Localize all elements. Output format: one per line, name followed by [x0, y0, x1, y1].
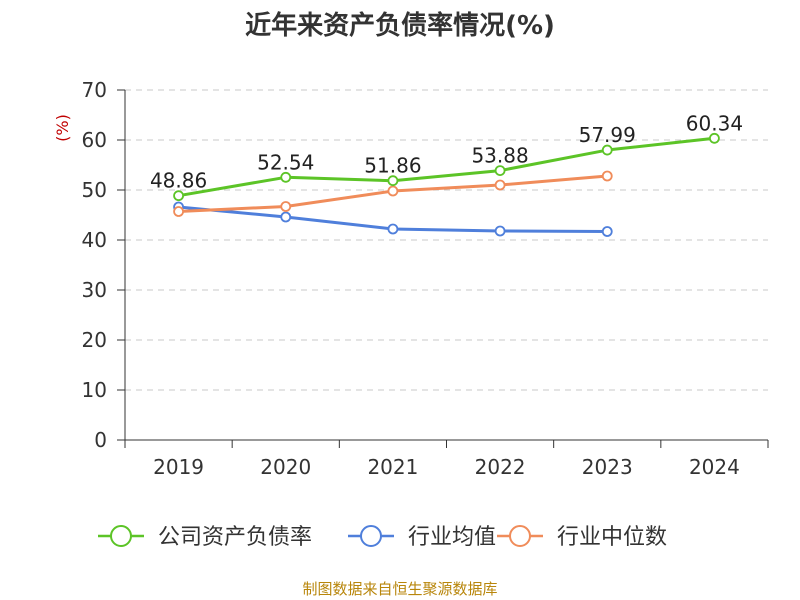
legend-label: 行业均值 [408, 525, 496, 550]
legend-item-1: 行业均值 [348, 525, 496, 550]
data-point [494, 225, 506, 237]
series-line-0 [178, 136, 715, 198]
x-tick-label: 2023 [582, 455, 633, 479]
axes [117, 89, 769, 448]
x-tick-label: 2020 [260, 455, 311, 479]
y-tick-label: 50 [82, 178, 107, 202]
data-label: 57.99 [579, 123, 636, 147]
legend-label: 公司资产负债率 [158, 525, 312, 550]
legend: 公司资产负债率 行业均值 行业中位数 [98, 525, 667, 550]
data-point [387, 175, 399, 187]
data-point [280, 201, 292, 212]
data-point [494, 165, 506, 177]
y-tick-label: 30 [82, 278, 107, 302]
data-point [601, 226, 613, 237]
data-point [709, 132, 720, 144]
x-tick-label: 2024 [689, 455, 740, 479]
data-point [494, 179, 506, 191]
y-tick-label: 70 [82, 78, 107, 102]
legend-marker [360, 525, 382, 547]
x-tick-label: 2019 [153, 455, 204, 479]
legend-marker [509, 525, 531, 547]
grid-lines [125, 89, 768, 391]
data-point [280, 211, 292, 223]
y-tick-label: 40 [82, 228, 107, 252]
chart-title: 近年来资产负债率情况(%) [245, 11, 555, 41]
x-tick-label: 2022 [475, 455, 526, 479]
data-label: 52.54 [257, 150, 314, 174]
legend-item-2: 行业中位数 [497, 525, 667, 550]
x-tick-label: 2021 [367, 455, 418, 479]
data-point [601, 170, 613, 182]
y-tick-labels: 0 10 20 30 40 50 60 70 [82, 78, 107, 452]
data-source-note: 制图数据来自恒生聚源数据库 [302, 580, 498, 598]
data-label: 60.34 [686, 111, 743, 135]
y-tick-label: 60 [82, 128, 107, 152]
data-point [387, 185, 399, 197]
x-tick-labels: 2019 2020 2021 2022 2023 2024 [153, 455, 740, 479]
data-point [173, 206, 184, 217]
data-point [280, 171, 292, 183]
y-tick-label: 0 [94, 428, 107, 452]
legend-label: 行业中位数 [557, 525, 667, 550]
data-point [173, 190, 184, 202]
data-label: 53.88 [471, 144, 528, 168]
data-labels: 48.86 52.54 51.86 53.88 57.99 60.34 [150, 111, 743, 192]
legend-item-0: 公司资产负债率 [98, 525, 312, 550]
y-axis-label: (%) [53, 114, 72, 142]
series-lines [173, 132, 720, 237]
y-tick-label: 10 [82, 378, 107, 402]
data-point [387, 223, 399, 235]
data-point [601, 144, 613, 156]
legend-marker [110, 525, 132, 547]
y-tick-label: 20 [82, 328, 107, 352]
data-label: 51.86 [364, 154, 421, 178]
data-label: 48.86 [150, 169, 207, 193]
